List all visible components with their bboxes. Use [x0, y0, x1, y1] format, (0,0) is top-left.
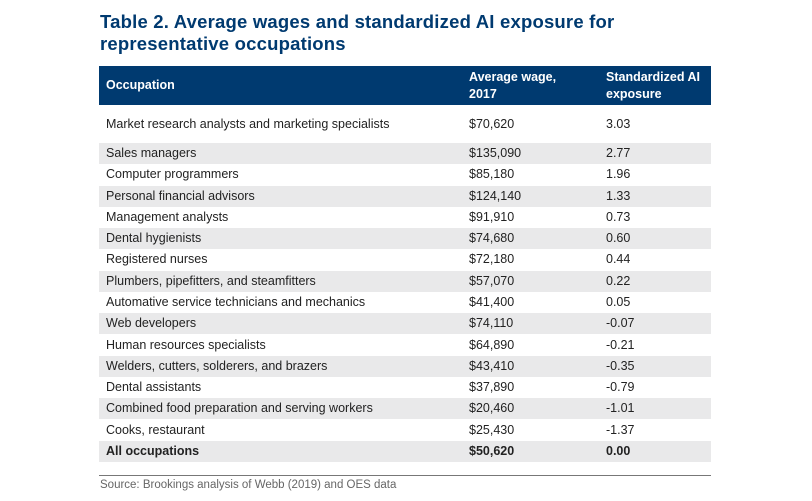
wage-cell: $20,460: [454, 398, 584, 420]
wage-cell: $85,180: [469, 167, 515, 182]
wage-cell: $37,890: [469, 380, 515, 395]
table-row: Computer programmers $85,180 1.96: [99, 164, 711, 185]
occupation-cell: Market research analysts and marketing s…: [106, 116, 390, 131]
wage-cell: $74,110: [454, 313, 584, 335]
table-row: Dental hygienists $74,680 0.60: [99, 228, 711, 250]
table-row: Web developers $74,110 -0.07: [99, 313, 711, 335]
exposure-cell: -0.21: [606, 337, 635, 352]
footer-divider: [99, 475, 711, 476]
occupation-cell: Computer programmers: [106, 167, 239, 182]
wage-cell: $91,910: [469, 209, 515, 224]
wage-cell: $70,620: [469, 116, 515, 131]
occupation-cell: Cooks, restaurant: [106, 422, 205, 437]
total-occupation-cell: All occupations: [99, 440, 454, 462]
exposure-cell: 3.03: [606, 116, 631, 131]
occupation-cell: Dental hygienists: [99, 228, 454, 250]
occupation-cell: Registered nurses: [106, 252, 208, 267]
wage-cell: $43,410: [454, 355, 584, 377]
table-row: Personal financial advisors $124,140 1.33: [99, 185, 711, 207]
wage-cell: $124,140: [454, 185, 584, 207]
exposure-cell: 1.96: [606, 167, 631, 182]
exposure-cell: -1.01: [584, 398, 711, 420]
exposure-cell: -0.07: [584, 313, 711, 335]
exposure-cell: -0.35: [584, 355, 711, 377]
header-average-wage: Average wage, 2017: [454, 66, 584, 105]
wage-cell: $41,400: [469, 294, 515, 309]
wage-cell: $135,090: [454, 143, 584, 165]
header-ai-exposure: Standardized AI exposure: [584, 66, 711, 105]
table-row: Combined food preparation and serving wo…: [99, 398, 711, 420]
table-row: Human resources specialists $64,890 -0.21: [99, 334, 711, 355]
table-row: Dental assistants $37,890 -0.79: [99, 377, 711, 398]
occupation-cell: Welders, cutters, solderers, and brazers: [99, 355, 454, 377]
exposure-cell: 0.73: [606, 209, 631, 224]
occupation-cell: Automative service technicians and mecha…: [106, 294, 366, 309]
table-row: Cooks, restaurant $25,430 -1.37: [99, 419, 711, 440]
total-row: All occupations $50,620 0.00: [99, 440, 711, 462]
exposure-cell: 1.33: [584, 185, 711, 207]
wage-cell: $25,430: [469, 422, 515, 437]
exposure-cell: 0.60: [584, 228, 711, 250]
wage-cell: $64,890: [469, 337, 515, 352]
table-row: Registered nurses $72,180 0.44: [99, 249, 711, 270]
table-header-row: Occupation Average wage, 2017 Standardiz…: [99, 66, 711, 105]
occupation-cell: Human resources specialists: [106, 337, 266, 352]
occupation-cell: Sales managers: [99, 143, 454, 165]
occupation-cell: Web developers: [99, 313, 454, 335]
wage-cell: $57,070: [454, 270, 584, 292]
table-row: Sales managers $135,090 2.77: [99, 143, 711, 165]
exposure-cell: 0.22: [584, 270, 711, 292]
table-title: Table 2. Average wages and standardized …: [100, 11, 615, 54]
table-row: Market research analysts and marketing s…: [99, 105, 711, 143]
source-note: Source: Brookings analysis of Webb (2019…: [100, 479, 397, 491]
wage-cell: $74,680: [454, 228, 584, 250]
exposure-cell: 0.44: [606, 252, 631, 267]
table-row: Automative service technicians and mecha…: [99, 292, 711, 313]
exposure-cell: 0.05: [606, 294, 631, 309]
exposure-cell: -0.79: [606, 380, 635, 395]
occupation-cell: Combined food preparation and serving wo…: [99, 398, 454, 420]
table-row: Management analysts $91,910 0.73: [99, 207, 711, 228]
exposure-cell: 2.77: [584, 143, 711, 165]
data-table: Occupation Average wage, 2017 Standardiz…: [99, 66, 711, 462]
total-exposure-cell: 0.00: [584, 440, 711, 462]
table-row: Plumbers, pipefitters, and steamfitters $…: [99, 270, 711, 292]
total-wage-cell: $50,620: [454, 440, 584, 462]
occupation-cell: Plumbers, pipefitters, and steamfitters: [99, 270, 454, 292]
exposure-cell: -1.37: [606, 422, 635, 437]
occupation-cell: Personal financial advisors: [99, 185, 454, 207]
occupation-cell: Dental assistants: [106, 380, 202, 395]
table-row: Welders, cutters, solderers, and brazers…: [99, 355, 711, 377]
occupation-cell: Management analysts: [106, 209, 229, 224]
header-occupation: Occupation: [99, 66, 454, 105]
wage-cell: $72,180: [469, 252, 515, 267]
